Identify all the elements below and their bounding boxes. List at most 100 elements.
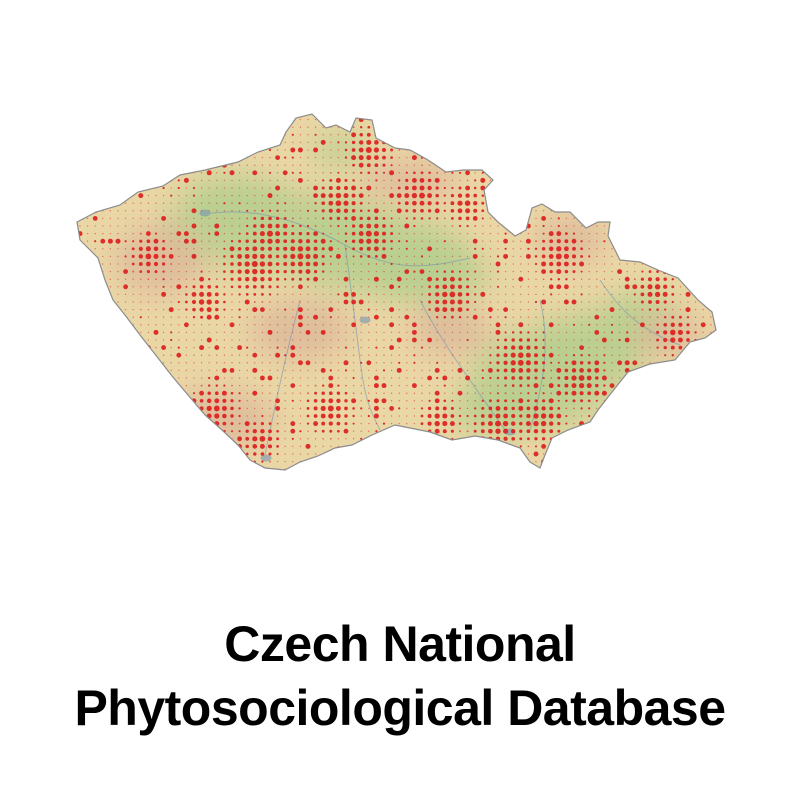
record-dot bbox=[396, 367, 402, 373]
record-dot bbox=[677, 360, 683, 366]
record-dot bbox=[481, 376, 484, 380]
record-dot bbox=[656, 400, 659, 402]
record-dot bbox=[702, 202, 705, 205]
record-dot bbox=[178, 331, 180, 334]
terrain-patch bbox=[165, 390, 275, 450]
record-dot bbox=[375, 354, 378, 356]
record-dot bbox=[436, 255, 438, 258]
record-dot bbox=[132, 134, 134, 136]
record-dot bbox=[443, 384, 446, 387]
record-dot bbox=[140, 362, 142, 364]
record-dot bbox=[550, 339, 552, 341]
record-dot bbox=[634, 445, 636, 448]
record-dot bbox=[230, 399, 234, 403]
record-dot bbox=[459, 384, 461, 387]
record-dot bbox=[649, 324, 651, 326]
record-dot bbox=[170, 187, 172, 189]
record-dot bbox=[656, 468, 659, 470]
record-dot bbox=[413, 445, 416, 448]
record-dot bbox=[413, 255, 416, 258]
record-dot bbox=[703, 111, 704, 112]
record-dot bbox=[404, 201, 409, 206]
record-dot bbox=[200, 225, 203, 227]
record-dot bbox=[132, 164, 134, 166]
record-dot bbox=[351, 155, 357, 161]
record-dot bbox=[543, 111, 544, 112]
record-dot bbox=[252, 253, 258, 260]
record-dot bbox=[86, 324, 89, 326]
record-dot bbox=[518, 345, 524, 350]
record-dot bbox=[548, 246, 554, 252]
record-dot bbox=[147, 210, 150, 212]
record-dot bbox=[533, 420, 539, 427]
record-dot bbox=[611, 156, 613, 159]
record-dot bbox=[558, 187, 560, 189]
record-dot bbox=[284, 445, 286, 448]
record-dot bbox=[480, 414, 485, 418]
record-dot bbox=[580, 438, 583, 440]
record-dot bbox=[86, 286, 89, 288]
record-dot bbox=[260, 277, 265, 282]
record-dot bbox=[284, 453, 286, 455]
record-dot bbox=[474, 399, 477, 402]
record-dot bbox=[199, 307, 204, 312]
record-dot bbox=[109, 255, 112, 258]
record-dot bbox=[663, 323, 667, 327]
record-dot bbox=[253, 422, 257, 426]
record-dot bbox=[406, 354, 408, 356]
record-dot bbox=[192, 307, 196, 312]
record-dot bbox=[702, 286, 704, 288]
record-dot bbox=[305, 261, 311, 267]
record-dot bbox=[611, 248, 613, 250]
record-dot bbox=[284, 400, 286, 402]
record-dot bbox=[444, 445, 446, 448]
record-dot bbox=[79, 346, 81, 349]
record-dot bbox=[322, 286, 324, 288]
record-dot bbox=[451, 460, 454, 463]
record-dot bbox=[94, 194, 96, 197]
record-dot bbox=[573, 407, 575, 410]
record-dot bbox=[512, 126, 514, 128]
record-dot bbox=[572, 209, 576, 212]
record-dot bbox=[489, 194, 492, 197]
record-dot bbox=[686, 361, 690, 364]
record-dot bbox=[421, 354, 423, 356]
record-dot bbox=[86, 308, 89, 311]
record-dot bbox=[527, 308, 530, 311]
record-dot bbox=[512, 468, 514, 470]
record-dot bbox=[421, 316, 423, 318]
record-dot bbox=[375, 125, 378, 129]
record-dot bbox=[206, 314, 212, 320]
record-dot bbox=[124, 346, 127, 349]
record-dot bbox=[458, 216, 462, 221]
record-dot bbox=[406, 293, 408, 296]
record-dot bbox=[428, 164, 431, 166]
record-dot bbox=[276, 339, 279, 341]
record-dot bbox=[459, 179, 461, 182]
record-dot bbox=[718, 408, 719, 409]
record-dot bbox=[117, 308, 119, 311]
record-dot bbox=[102, 225, 104, 227]
record-dot bbox=[527, 164, 530, 166]
record-dot bbox=[566, 111, 567, 112]
record-dot bbox=[527, 392, 530, 395]
record-dot bbox=[351, 299, 357, 305]
record-dot bbox=[647, 193, 653, 199]
record-dot bbox=[626, 331, 629, 334]
record-dot bbox=[261, 362, 264, 364]
record-dot bbox=[702, 141, 704, 144]
record-dot bbox=[389, 193, 395, 199]
record-dot bbox=[245, 277, 250, 282]
record-dot bbox=[100, 284, 106, 290]
record-dot bbox=[421, 392, 423, 394]
record-dot bbox=[640, 300, 644, 304]
record-dot bbox=[117, 225, 119, 227]
record-dot bbox=[710, 407, 712, 410]
record-dot bbox=[656, 134, 659, 136]
record-dot bbox=[466, 468, 469, 470]
record-dot bbox=[185, 316, 188, 318]
record-dot bbox=[79, 172, 81, 174]
record-dot bbox=[102, 369, 104, 372]
record-dot bbox=[230, 118, 234, 121]
record-dot bbox=[368, 331, 370, 334]
